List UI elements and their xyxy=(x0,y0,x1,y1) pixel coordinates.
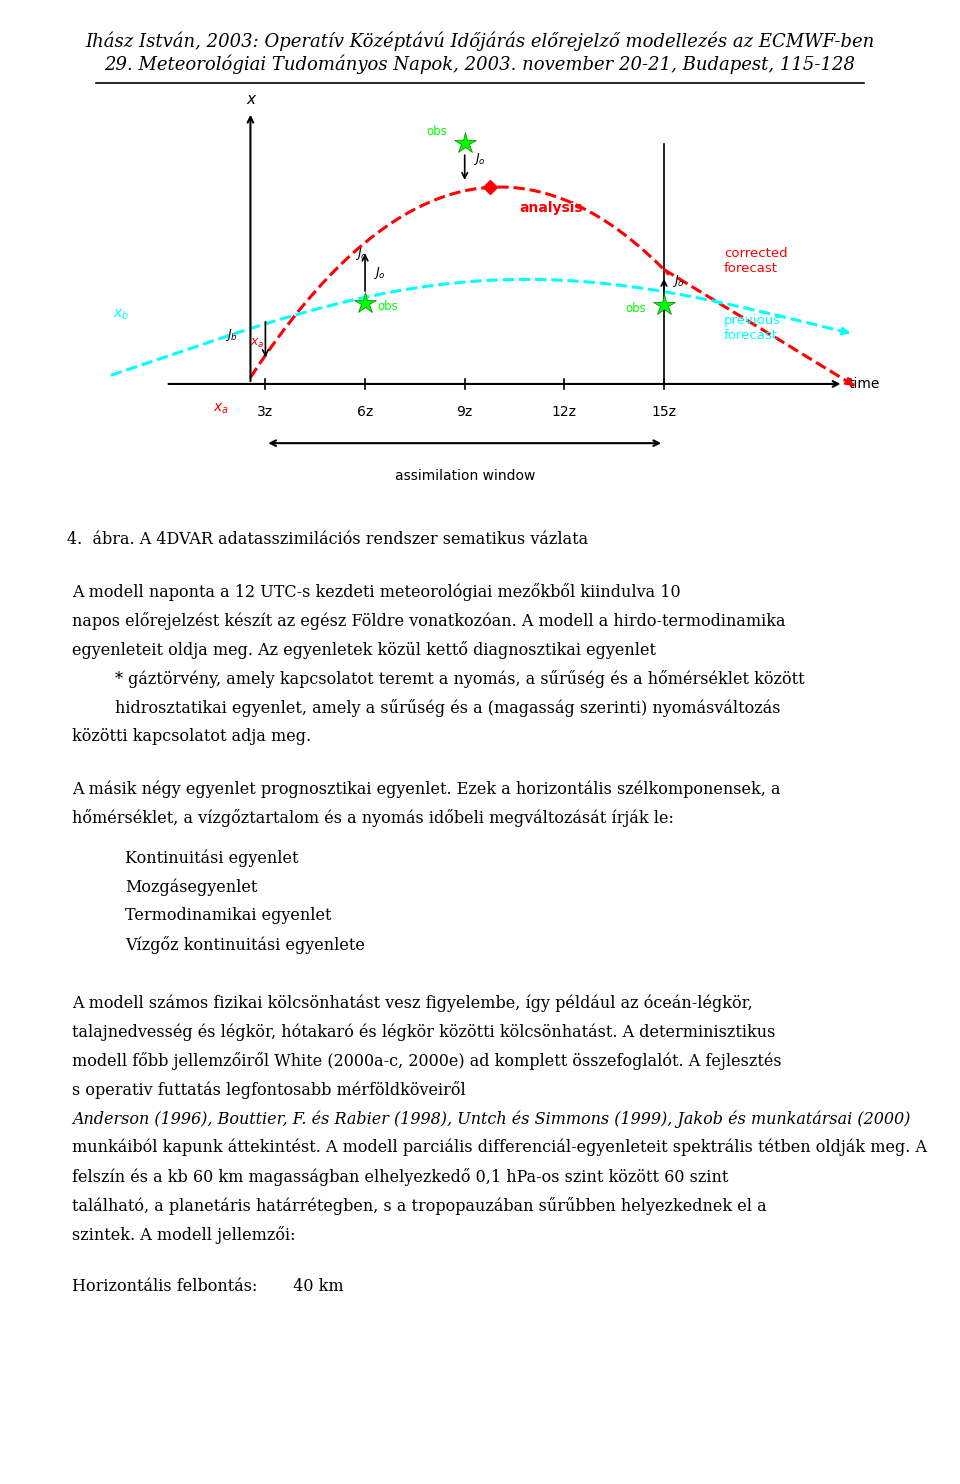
Text: $J_b$: $J_b$ xyxy=(225,326,237,343)
Text: Anderson (1996), Bouttier, F. és Rabier (1998), Untch és Simmons (1999), Jakob é: Anderson (1996), Bouttier, F. és Rabier … xyxy=(72,1110,910,1128)
Text: A modell számos fizikai kölcsönhatást vesz figyelembe, így például az óceán-légk: A modell számos fizikai kölcsönhatást ve… xyxy=(72,994,753,1012)
Text: obs: obs xyxy=(426,125,446,138)
Text: $J_o$: $J_o$ xyxy=(355,246,368,261)
Text: szintek. A modell jellemzői:: szintek. A modell jellemzői: xyxy=(72,1226,296,1244)
Text: Vízgőz kontinuitási egyenlete: Vízgőz kontinuitási egyenlete xyxy=(125,936,365,954)
Text: 15z: 15z xyxy=(652,405,677,418)
Text: assimilation window: assimilation window xyxy=(395,469,535,482)
Text: * gáztörvény, amely kapcsolatot teremt a nyomás, a sűrűség és a hőmérséklet közö: * gáztörvény, amely kapcsolatot teremt a… xyxy=(115,671,804,689)
Text: time: time xyxy=(849,377,879,390)
Text: Ihász István, 2003: Operatív Középtávú Időjárás előrejelző modellezés az ECMWF-b: Ihász István, 2003: Operatív Középtávú I… xyxy=(85,31,875,50)
Text: Kontinuitási egyenlet: Kontinuitási egyenlet xyxy=(125,849,299,867)
Text: A másik négy egyenlet prognosztikai egyenlet. Ezek a horizontális szélkomponense: A másik négy egyenlet prognosztikai egye… xyxy=(72,781,780,797)
Text: hőmérséklet, a vízgőztartalom és a nyomás időbeli megváltozását írják le:: hőmérséklet, a vízgőztartalom és a nyomá… xyxy=(72,809,674,827)
Text: közötti kapcsolatot adja meg.: közötti kapcsolatot adja meg. xyxy=(72,729,311,745)
Text: $x_a$: $x_a$ xyxy=(212,402,228,416)
Text: $J_o$: $J_o$ xyxy=(472,151,486,166)
Text: analysis: analysis xyxy=(519,200,583,215)
Text: s operativ futtatás legfontosabb mérföldköveiről: s operativ futtatás legfontosabb mérföld… xyxy=(72,1080,466,1100)
Text: 9z: 9z xyxy=(457,405,473,418)
Text: 6z: 6z xyxy=(357,405,373,418)
Text: x: x xyxy=(246,92,255,107)
Text: munkáiból kapunk áttekintést. A modell parciális differenciál-egyenleteit spektr: munkáiból kapunk áttekintést. A modell p… xyxy=(72,1140,927,1156)
Text: Horizontális felbontás:       40 km: Horizontális felbontás: 40 km xyxy=(72,1278,344,1296)
Text: obs: obs xyxy=(377,300,397,313)
Text: $x_b$: $x_b$ xyxy=(112,309,129,322)
Text: $J_o$: $J_o$ xyxy=(373,266,386,280)
Text: obs: obs xyxy=(625,301,646,315)
Text: napos előrejelzést készít az egész Földre vonatkozóan. A modell a hirdo-termodin: napos előrejelzést készít az egész Földr… xyxy=(72,613,785,631)
Text: található, a planetáris határrétegben, s a tropopauzában sűrűbben helyezkednek e: található, a planetáris határrétegben, s… xyxy=(72,1196,767,1215)
Text: 3z: 3z xyxy=(257,405,274,418)
Text: Termodinamikai egyenlet: Termodinamikai egyenlet xyxy=(125,907,331,925)
Text: 12z: 12z xyxy=(552,405,577,418)
Text: modell főbb jellemzőiről White (2000a-c, 2000e) ad komplett összefoglalót. A fej: modell főbb jellemzőiről White (2000a-c,… xyxy=(72,1052,781,1070)
Text: $x_a$: $x_a$ xyxy=(251,337,265,350)
Text: egyenleteit oldja meg. Az egyenletek közül kettő diagnosztikai egyenlet: egyenleteit oldja meg. Az egyenletek köz… xyxy=(72,641,656,659)
Text: 29. Meteorológiai Tudományos Napok, 2003. november 20-21, Budapest, 115-128: 29. Meteorológiai Tudományos Napok, 2003… xyxy=(105,55,855,74)
Text: hidrosztatikai egyenlet, amely a sűrűség és a (magasság szerinti) nyomásváltozás: hidrosztatikai egyenlet, amely a sűrűség… xyxy=(115,699,780,717)
Text: felszín és a kb 60 km magasságban elhelyezkedő 0,1 hPa-os szint között 60 szint: felszín és a kb 60 km magasságban elhely… xyxy=(72,1168,729,1186)
Text: $J_o$: $J_o$ xyxy=(672,273,684,289)
Text: Mozgásegyenlet: Mozgásegyenlet xyxy=(125,879,257,896)
Text: corrected
forecast: corrected forecast xyxy=(724,246,787,275)
Text: previous
forecast: previous forecast xyxy=(724,315,780,341)
Text: A modell naponta a 12 UTC-s kezdeti meteorológiai mezőkből kiindulva 10: A modell naponta a 12 UTC-s kezdeti mete… xyxy=(72,583,681,601)
Text: 4.  ábra. A 4DVAR adatasszimilációs rendszer sematikus vázlata: 4. ábra. A 4DVAR adatasszimilációs rends… xyxy=(67,531,588,548)
Text: talajnedvesség és légkör, hótakaró és légkör közötti kölcsönhatást. A determinis: talajnedvesség és légkör, hótakaró és lé… xyxy=(72,1024,776,1040)
